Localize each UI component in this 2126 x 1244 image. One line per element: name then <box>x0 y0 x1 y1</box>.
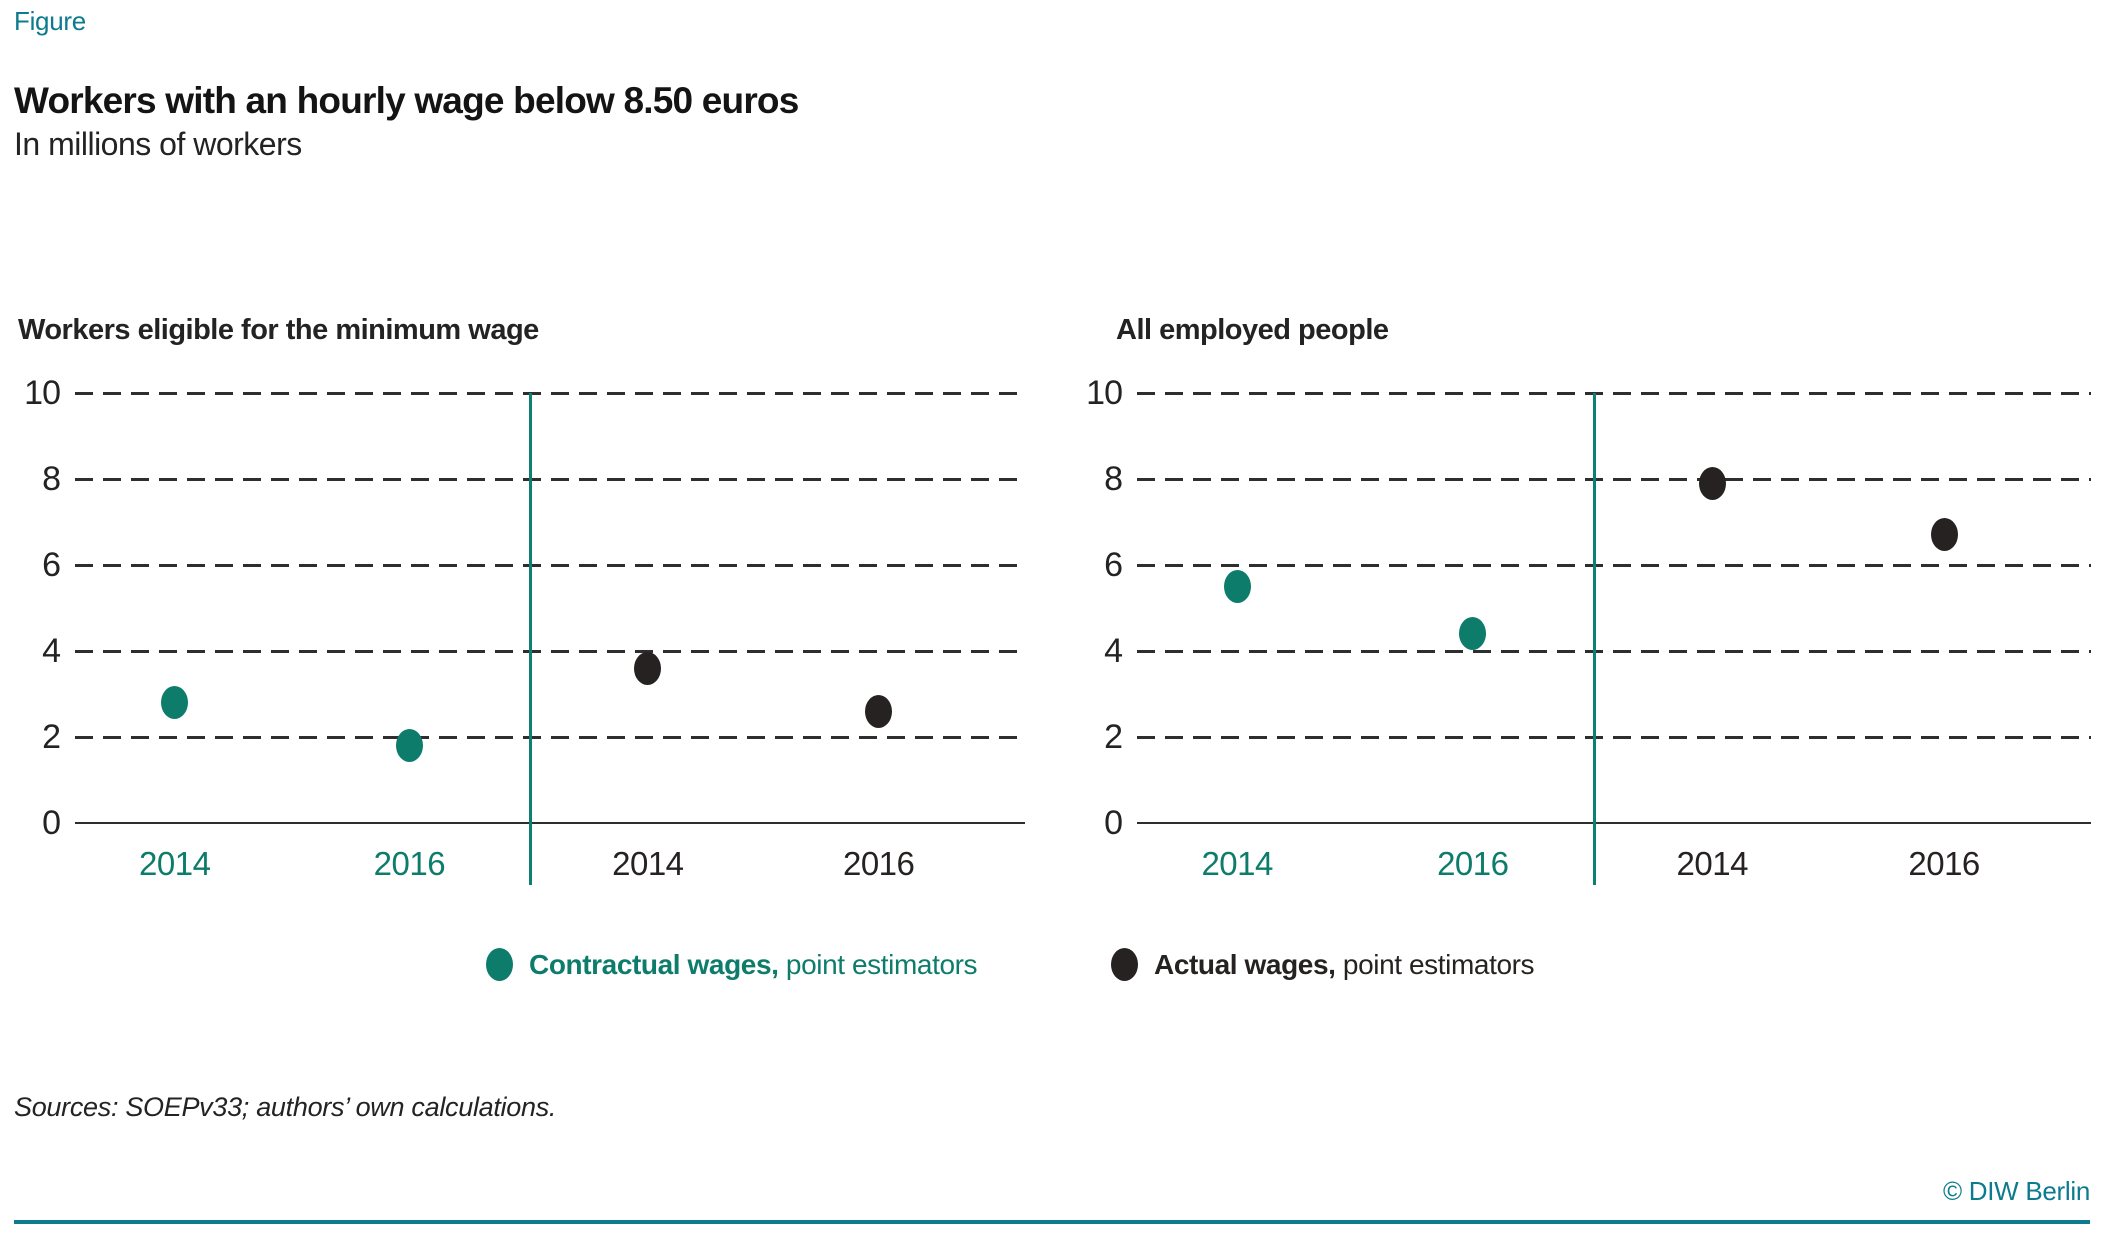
x-tick-label-contractual-2016: 2016 <box>373 845 446 882</box>
panel-title-all-employed: All employed people <box>1116 314 1389 346</box>
bottom-rule <box>14 1220 2090 1224</box>
figure-title: Workers with an hourly wage below 8.50 e… <box>14 80 799 121</box>
period-divider-line <box>1593 393 1596 885</box>
y-tick-label: 4 <box>42 632 61 670</box>
y-tick-label: 2 <box>1104 718 1123 756</box>
actual-dot-icon <box>1111 948 1138 981</box>
y-tick-label: 4 <box>1104 632 1123 670</box>
data-point-actual-2016 <box>1930 518 1958 552</box>
y-tick-label: 0 <box>42 804 61 842</box>
data-point-contractual-2014 <box>161 686 189 720</box>
legend-label-actual-rest: point estimators <box>1335 948 1535 980</box>
data-point-contractual-2014 <box>1223 570 1251 603</box>
data-point-actual-2014 <box>1698 466 1726 500</box>
y-tick-label: 10 <box>1086 374 1123 412</box>
x-tick-label-contractual-2014: 2014 <box>1201 845 1273 882</box>
data-point-actual-2014 <box>634 651 662 685</box>
gridline <box>1137 650 2091 653</box>
x-axis-line <box>75 822 1025 824</box>
x-tick-label-actual-2016: 2016 <box>842 845 915 882</box>
data-point-contractual-2016 <box>1459 617 1487 651</box>
figure-subtitle: In millions of workers <box>14 126 302 162</box>
legend-label-actual: Actual wages, point estimators <box>1154 948 1535 981</box>
period-divider-line <box>529 393 532 885</box>
data-point-actual-2016 <box>865 694 893 728</box>
figure-label: Figure <box>14 6 86 36</box>
data-point-contractual-2016 <box>395 729 423 763</box>
gridline <box>75 650 1025 653</box>
x-tick-label-actual-2014: 2014 <box>612 845 684 882</box>
sources-note: Sources: SOEPv33; authors’ own calculati… <box>14 1092 557 1122</box>
y-tick-label: 8 <box>42 460 61 498</box>
copyright-label: © DIW Berlin <box>1942 1176 2090 1206</box>
legend-label-contractual-rest: point estimators <box>778 948 978 980</box>
legend-label-actual-bold: Actual wages, <box>1154 948 1336 980</box>
x-tick-label-actual-2016: 2016 <box>1908 845 1980 882</box>
x-axis-line <box>1137 822 2091 824</box>
y-tick-label: 8 <box>1104 460 1123 498</box>
gridline <box>75 392 1025 395</box>
y-tick-label: 6 <box>1104 546 1123 584</box>
gridline <box>1137 564 2091 567</box>
x-tick-label-contractual-2014: 2014 <box>139 845 211 882</box>
panel-title-eligible: Workers eligible for the minimum wage <box>18 314 539 346</box>
x-tick-label-contractual-2016: 2016 <box>1437 845 1509 882</box>
legend-item-contractual: Contractual wages, point estimators <box>486 948 978 981</box>
gridline <box>1137 736 2091 739</box>
gridline <box>75 478 1025 481</box>
gridline <box>1137 392 2091 395</box>
y-tick-label: 2 <box>42 718 61 756</box>
gridline <box>1137 478 2091 481</box>
legend-label-contractual-bold: Contractual wages, <box>529 948 779 980</box>
y-tick-label: 6 <box>42 546 61 584</box>
y-tick-label: 0 <box>1104 804 1123 842</box>
x-tick-label-actual-2014: 2014 <box>1676 845 1749 882</box>
gridline <box>75 564 1025 567</box>
legend-item-actual: Actual wages, point estimators <box>1111 948 1535 981</box>
contractual-dot-icon <box>486 948 513 981</box>
y-tick-label: 10 <box>24 374 61 412</box>
legend-label-contractual: Contractual wages, point estimators <box>529 948 978 981</box>
gridline <box>75 736 1025 739</box>
